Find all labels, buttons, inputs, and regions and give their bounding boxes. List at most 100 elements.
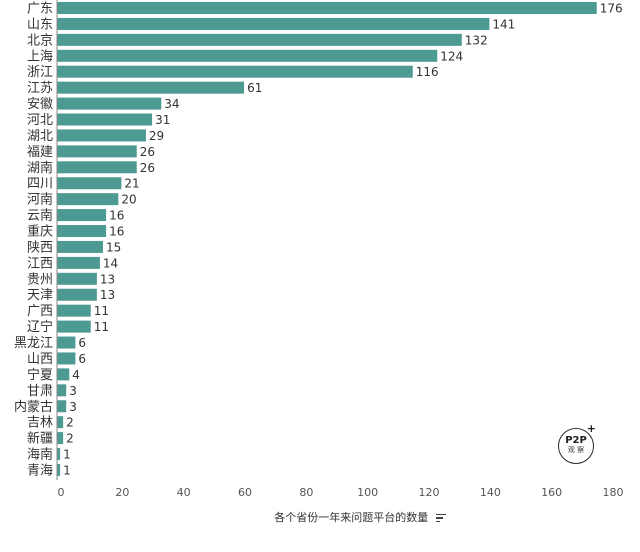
bar [57, 352, 76, 365]
data-label: 2 [66, 432, 74, 446]
category-label: 宁夏 [27, 367, 53, 383]
bar [57, 432, 64, 445]
data-label: 16 [109, 225, 124, 239]
x-tick-label: 100 [357, 486, 378, 499]
data-label: 116 [416, 65, 439, 79]
category-label: 江苏 [27, 80, 53, 96]
data-label: 13 [100, 288, 115, 302]
category-label: 安徽 [27, 97, 53, 112]
data-label: 15 [106, 240, 121, 254]
logo-sub-text: 观 察 [567, 446, 585, 454]
data-label: 29 [149, 129, 164, 143]
bar [57, 161, 137, 174]
category-label: 甘肃 [27, 384, 53, 399]
bar [57, 272, 97, 285]
data-label: 34 [164, 97, 179, 111]
x-tick-label: 60 [238, 486, 252, 499]
bar [57, 225, 107, 238]
x-tick-label: 180 [603, 486, 624, 499]
bar [57, 368, 70, 381]
category-label: 河南 [27, 192, 53, 208]
bar [57, 145, 137, 158]
bar [57, 240, 103, 253]
bar [57, 416, 64, 429]
bar [57, 400, 67, 413]
category-label: 福建 [27, 145, 53, 160]
data-label: 61 [247, 81, 262, 95]
category-label: 黑龙江 [14, 336, 53, 351]
sort-icon[interactable] [435, 513, 446, 523]
x-tick-label: 140 [480, 486, 501, 499]
category-label: 北京 [27, 33, 53, 48]
x-tick-label: 80 [299, 486, 313, 499]
bar [57, 2, 597, 14]
category-label: 山西 [27, 352, 53, 367]
bar [57, 304, 91, 317]
bar [57, 448, 61, 461]
category-label: 云南 [27, 208, 53, 224]
logo-plus: + [586, 422, 596, 435]
category-label: 广东 [27, 2, 53, 17]
data-label: 132 [465, 33, 488, 47]
x-tick-label: 40 [177, 486, 191, 499]
bar [57, 288, 97, 301]
x-tick-label: 20 [115, 486, 129, 499]
data-label: 14 [103, 256, 118, 270]
bar [57, 177, 122, 190]
category-label: 辽宁 [27, 319, 53, 335]
category-label: 浙江 [27, 65, 53, 80]
bar [57, 97, 162, 110]
data-label: 11 [94, 304, 109, 318]
data-label: 20 [121, 193, 136, 207]
category-label: 广西 [27, 304, 53, 319]
category-label: 吉林 [27, 416, 53, 431]
x-tick-label: 0 [58, 486, 65, 499]
data-label: 4 [72, 368, 80, 382]
category-label: 湖北 [27, 129, 53, 144]
data-label: 6 [78, 336, 86, 350]
bar [57, 336, 76, 349]
data-label: 3 [69, 384, 77, 398]
x-tick-label: 120 [419, 486, 440, 499]
bar [57, 463, 61, 476]
x-axis-title-text: 各个省份一年来问题平台的数量 [274, 511, 429, 524]
data-label: 26 [140, 145, 155, 159]
data-label: 6 [78, 352, 86, 366]
category-label: 海南 [27, 447, 53, 463]
category-label: 内蒙古 [14, 399, 53, 415]
category-label: 山东 [27, 17, 53, 32]
x-tick-label: 160 [541, 486, 562, 499]
category-label: 陕西 [27, 240, 53, 255]
data-label: 16 [109, 209, 124, 223]
data-label: 26 [140, 161, 155, 175]
bar [57, 384, 67, 397]
x-axis-title: 各个省份一年来问题平台的数量 [0, 509, 640, 525]
bar [57, 256, 100, 269]
data-label: 2 [66, 416, 74, 430]
bar [57, 113, 153, 126]
data-label: 124 [440, 49, 463, 63]
bar [57, 33, 462, 46]
data-label: 31 [155, 113, 170, 127]
category-label: 天津 [27, 288, 53, 303]
data-label: 3 [69, 400, 77, 414]
category-label: 重庆 [27, 224, 53, 240]
data-label: 1 [63, 463, 71, 477]
bar [57, 209, 107, 222]
data-label: 21 [124, 177, 139, 191]
bar [57, 81, 245, 94]
category-label: 湖南 [27, 160, 53, 176]
category-label: 江西 [27, 256, 53, 271]
bar [57, 129, 146, 142]
category-label: 新疆 [27, 431, 53, 447]
bar [57, 193, 119, 206]
bar [57, 49, 438, 62]
bar [57, 320, 91, 333]
p2p-watermark-logo: + P2P 观 察 [558, 422, 596, 464]
bar [57, 65, 413, 78]
bar [57, 17, 490, 30]
category-label: 上海 [27, 49, 53, 64]
data-label: 11 [94, 320, 109, 334]
data-label: 13 [100, 272, 115, 286]
